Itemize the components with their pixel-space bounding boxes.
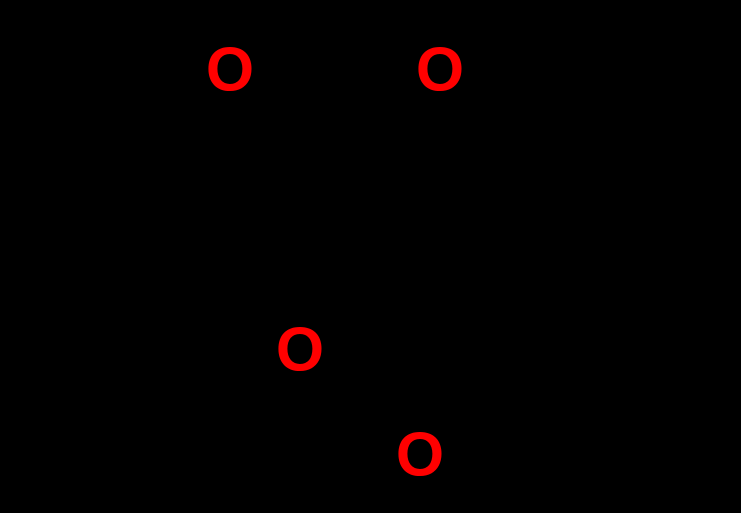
molecule-diagram: O O O O [0, 0, 741, 513]
bond [105, 345, 135, 460]
bond [440, 175, 565, 232]
atom-label-o: O [416, 36, 464, 105]
bond [105, 232, 135, 345]
bonds-layer [15, 98, 655, 460]
bond [15, 232, 105, 310]
atoms-layer: O O O O [206, 36, 464, 490]
bond [535, 232, 565, 345]
bond [15, 430, 105, 460]
bond [535, 345, 565, 460]
bond [105, 175, 230, 232]
atom-label-o: O [396, 421, 444, 490]
atom-label-o: O [206, 36, 254, 105]
bond [565, 430, 655, 460]
bond [135, 345, 272, 349]
bond [420, 345, 535, 350]
atom-label-o: O [276, 316, 324, 385]
bond [565, 232, 655, 310]
bond [230, 175, 335, 235]
bond [335, 235, 420, 350]
bond [335, 175, 440, 235]
